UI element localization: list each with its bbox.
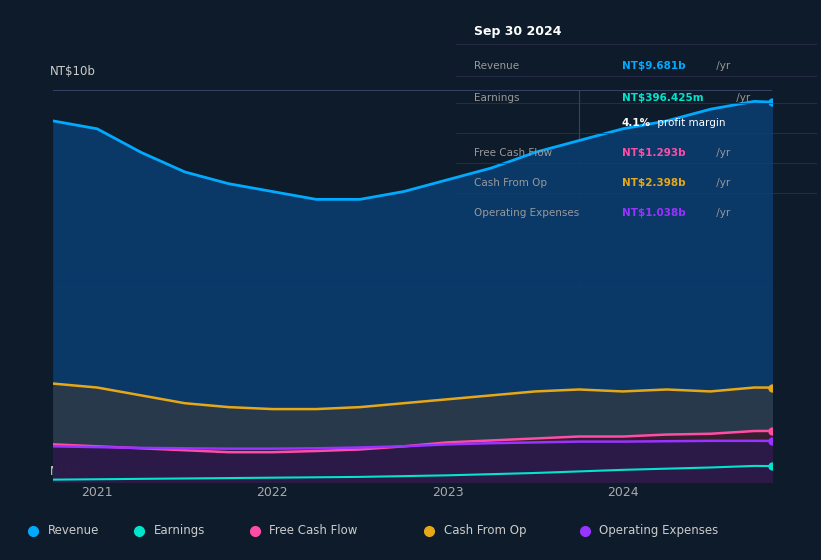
Text: NT$9.681b: NT$9.681b [621,61,686,71]
Text: NT$2.398b: NT$2.398b [621,178,686,188]
Text: Free Cash Flow: Free Cash Flow [474,148,552,158]
Text: Earnings: Earnings [474,93,519,102]
Text: Cash From Op: Cash From Op [444,524,526,538]
Text: /yr: /yr [713,208,730,218]
Text: Operating Expenses: Operating Expenses [599,524,718,538]
Text: NT$10b: NT$10b [50,65,96,78]
Text: Revenue: Revenue [48,524,99,538]
Text: /yr: /yr [713,61,730,71]
Text: 4.1%: 4.1% [621,118,651,128]
Text: Earnings: Earnings [154,524,205,538]
Text: Operating Expenses: Operating Expenses [474,208,579,218]
Text: profit margin: profit margin [654,118,726,128]
Text: NT$1.293b: NT$1.293b [621,148,686,158]
Text: Sep 30 2024: Sep 30 2024 [474,25,562,38]
Text: NT$396.425m: NT$396.425m [621,93,704,102]
Text: /yr: /yr [713,178,730,188]
Text: /yr: /yr [713,148,730,158]
Text: NT$0: NT$0 [50,465,80,478]
Text: Free Cash Flow: Free Cash Flow [269,524,358,538]
Text: Revenue: Revenue [474,61,519,71]
Text: /yr: /yr [733,93,750,102]
Text: Cash From Op: Cash From Op [474,178,547,188]
Text: NT$1.038b: NT$1.038b [621,208,686,218]
